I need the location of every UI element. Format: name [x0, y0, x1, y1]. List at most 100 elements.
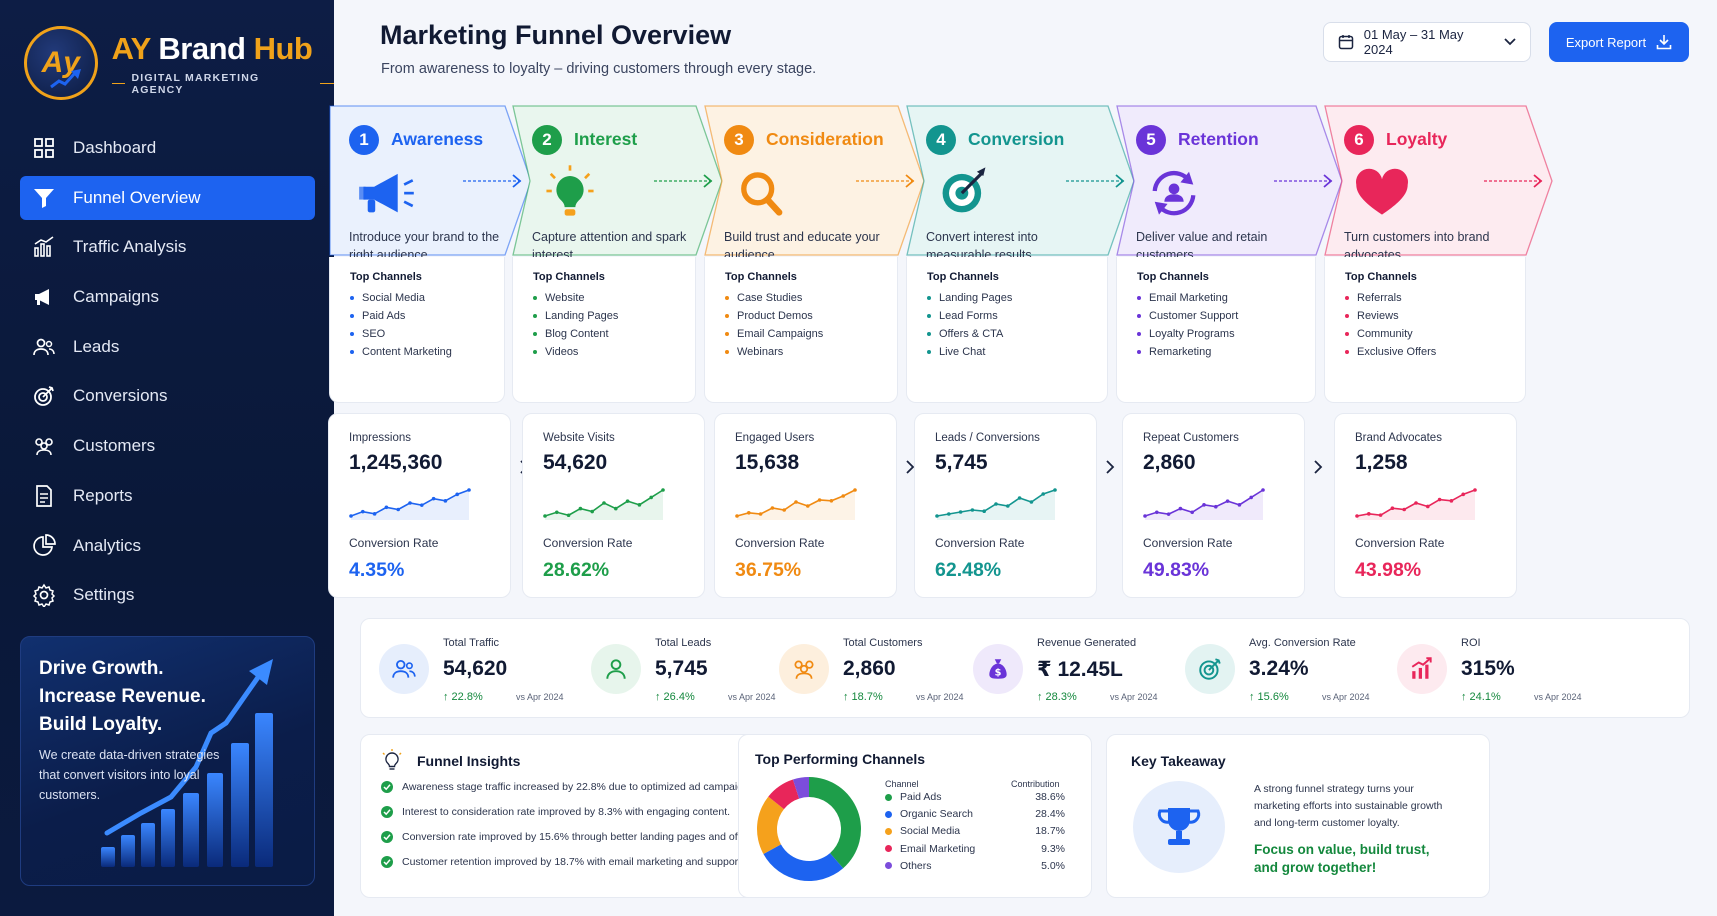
bar-chart-icon [32, 235, 56, 259]
sidebar-item-label: Analytics [73, 535, 142, 555]
top-channels-heading: Top Channels [927, 271, 999, 283]
channel-item-label: Community [1357, 328, 1413, 340]
top-channels-heading: Top Channels [1345, 271, 1417, 283]
megaphone-icon [32, 285, 56, 309]
kpi-roi[interactable]: ROI 315% ↑ 24.1% vs Apr 2024 [1379, 619, 1589, 719]
brand-logo[interactable]: Ay AY Brand Hub DIGITAL MARKETING AGENCY [24, 26, 334, 100]
kpi-icon-badge [1397, 644, 1447, 694]
pie-icon [33, 533, 56, 556]
person-icon [606, 659, 626, 679]
channel-item: Website [533, 289, 695, 307]
funnel-stage-awareness[interactable]: 1 Awareness Introduce your brand to the … [329, 105, 532, 403]
channel-item: Referrals [1345, 289, 1525, 307]
brand-suffix: Hub [253, 30, 313, 66]
sparkline-point [1006, 504, 1010, 508]
channel-row[interactable]: Email Marketing 9.3% [885, 843, 1085, 855]
kpi-revenue-generated[interactable]: $ Revenue Generated ₹ 12.45L ↑ 28.3% vs … [955, 619, 1165, 719]
funnel-stage-consideration[interactable]: 3 Consideration Build trust and educate … [704, 105, 925, 403]
insight-text: Customer retention improved by 18.7% wit… [402, 856, 744, 868]
channel-contribution: 5.0% [1041, 859, 1065, 872]
channel-row[interactable]: Others 5.0% [885, 860, 1085, 872]
donut-slice-organic-search[interactable] [763, 844, 844, 881]
donut-slice-paid-ads[interactable] [809, 777, 861, 869]
metric-card-impressions[interactable]: Impressions 1,245,360 Conversion Rate 4.… [328, 413, 511, 598]
donut-slice-social-media[interactable] [757, 796, 784, 855]
kpi-delta: ↑ 26.4% [655, 691, 695, 703]
stage-number: 4 [926, 125, 956, 155]
sparkline-point [1041, 492, 1045, 496]
funnel-stage-interest[interactable]: 2 Interest Capture attention and spark i… [512, 105, 723, 403]
sidebar-item-leads[interactable]: Leads [20, 325, 315, 369]
channel-row[interactable]: Paid Ads 38.6% [885, 791, 1085, 803]
channel-item-label: Webinars [737, 346, 784, 358]
kpi-value: 2,860 [843, 657, 896, 680]
channel-item-label: Social Media [362, 292, 425, 304]
sidebar-item-dashboard[interactable]: Dashboard [20, 126, 315, 170]
stage-icon [540, 165, 600, 217]
funnel-stage-conversion[interactable]: 4 Conversion Convert interest into measu… [906, 105, 1135, 403]
download-icon [1656, 35, 1672, 50]
sidebar-item-settings[interactable]: Settings [20, 573, 315, 617]
sidebar-item-campaigns[interactable]: Campaigns [20, 275, 315, 319]
sidebar-item-label: Campaigns [73, 287, 159, 307]
retention-icon [1152, 170, 1196, 216]
metric-value: 2,860 [1143, 451, 1196, 474]
stage-chevron-shape [906, 105, 1135, 256]
sparkline-point [1225, 499, 1230, 503]
kpi-comparison: vs Apr 2024 [1322, 692, 1370, 702]
channel-item: Blog Content [533, 325, 695, 343]
channel-name: Organic Search [900, 808, 973, 821]
bar-chart-icon [34, 236, 54, 258]
kpi-total-traffic[interactable]: Total Traffic 54,620 ↑ 22.8% vs Apr 2024 [361, 619, 571, 719]
sparkline-point [578, 506, 583, 511]
conversion-rate-label: Conversion Rate [935, 536, 1025, 550]
metric-value: 15,638 [735, 451, 800, 474]
export-report-button[interactable]: Export Report [1549, 22, 1689, 62]
kpi-total-customers[interactable]: Total Customers 2,860 ↑ 18.7% vs Apr 202… [761, 619, 971, 719]
sparkline-point [1461, 492, 1465, 497]
kpi-value: ₹ 12.45L [1037, 658, 1123, 681]
channel-item: Remarketing [1137, 343, 1315, 361]
sidebar-item-analytics[interactable]: Analytics [20, 524, 315, 568]
metric-card-leads-conversions[interactable]: Leads / Conversions 5,745 Conversion Rat… [914, 413, 1097, 598]
sparkline-point [947, 512, 951, 516]
metric-card-engaged-users[interactable]: Engaged Users 15,638 Conversion Rate 36.… [714, 413, 897, 598]
funnel-stage-loyalty[interactable]: 6 Loyalty Turn customers into brand advo… [1324, 105, 1553, 403]
sparkline-point [758, 512, 763, 516]
customers-icon [35, 438, 53, 456]
kpi-label: Total Traffic [443, 637, 500, 649]
sparkline-point [408, 501, 412, 505]
donut-slice-email-marketing[interactable] [768, 779, 800, 810]
channel-row[interactable]: Organic Search 28.4% [885, 808, 1085, 820]
sparkline-point [782, 508, 786, 512]
channel-item-label: Content Marketing [362, 346, 452, 358]
sparkline-point [841, 494, 845, 498]
sidebar: Ay AY Brand Hub DIGITAL MARKETING AGENCY… [0, 0, 334, 916]
channel-name: Social Media [900, 825, 961, 838]
conversion-rate-label: Conversion Rate [1355, 536, 1445, 550]
sparkline-point [455, 492, 459, 497]
sidebar-item-funnel-overview[interactable]: Funnel Overview [20, 175, 315, 220]
metric-card-repeat-customers[interactable]: Repeat Customers 2,860 Conversion Rate 4… [1122, 413, 1305, 598]
kpi-avg-conversion-rate[interactable]: Avg. Conversion Rate 3.24% ↑ 15.6% vs Ap… [1167, 619, 1377, 719]
top-channels-card: Top Performing Channels Channel Contribu… [738, 734, 1092, 898]
channel-item-label: Case Studies [737, 292, 803, 304]
date-range-picker[interactable]: 01 May – 31 May 2024 [1323, 22, 1531, 62]
money-bag-icon: $ [989, 659, 1007, 679]
sidebar-item-traffic-analysis[interactable]: Traffic Analysis [20, 225, 315, 269]
sidebar-item-conversions[interactable]: Conversions [20, 374, 315, 418]
users-icon [32, 335, 56, 359]
metric-card-brand-advocates[interactable]: Brand Advocates 1,258 Conversion Rate 43… [1334, 413, 1517, 598]
funnel-stage-retention[interactable]: 5 Retention Deliver value and retain cus… [1116, 105, 1343, 403]
channel-row[interactable]: Social Media 18.7% [885, 825, 1085, 837]
heart-icon [1356, 168, 1408, 215]
kpi-total-leads[interactable]: Total Leads 5,745 ↑ 26.4% vs Apr 2024 [573, 619, 783, 719]
sidebar-item-customers[interactable]: Customers [20, 424, 315, 468]
channel-item: Live Chat [927, 343, 1107, 361]
sidebar-item-label: Reports [73, 485, 133, 505]
donut-slice-others[interactable] [792, 777, 809, 799]
channel-item: Lead Forms [927, 307, 1107, 325]
sidebar-item-reports[interactable]: Reports [20, 474, 315, 518]
channel-name: Paid Ads [900, 791, 942, 803]
metric-card-website-visits[interactable]: Website Visits 54,620 Conversion Rate 28… [522, 413, 705, 598]
